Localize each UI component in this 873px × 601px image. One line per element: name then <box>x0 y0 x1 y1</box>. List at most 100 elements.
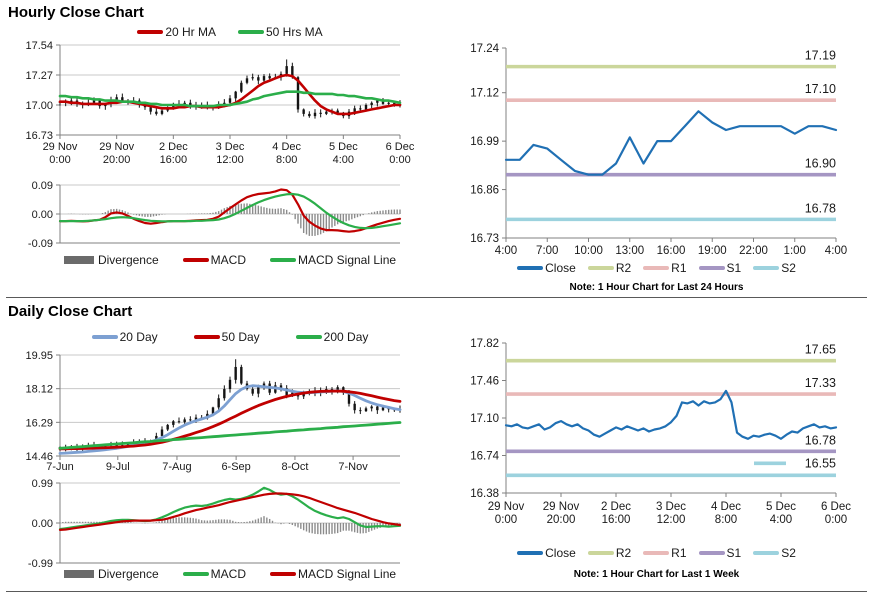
x-tick-label: 29 Nov <box>99 141 134 153</box>
s2-legend-marker <box>753 551 780 555</box>
x-tick-label: 19:00 <box>698 245 727 257</box>
s1-legend-label: S1 <box>726 261 742 275</box>
x-tick-label: 29 Nov <box>43 141 78 153</box>
200-day-legend-label: 200 Day <box>323 330 369 344</box>
macd-legend-marker <box>182 572 209 576</box>
s2-legend-marker <box>753 266 780 270</box>
legend-item-s2: S2 <box>753 546 796 560</box>
legend-item-s1: S1 <box>698 546 742 560</box>
x-tick-label: 6 Dec <box>821 501 851 513</box>
y-tick-label: 0.09 <box>32 180 53 192</box>
ma50-line <box>58 90 402 108</box>
legend-item-divergence: Divergence <box>63 567 159 581</box>
legend-item-20-hr-ma: 20 Hr MA <box>137 25 216 39</box>
x-tick-label: 12:00 <box>216 154 244 166</box>
x-tick-label: 7-Aug <box>162 461 191 473</box>
bottom-divider <box>6 591 867 592</box>
legend-item-200-day: 200 Day <box>295 330 369 344</box>
r2-level-label: 17.65 <box>805 343 836 357</box>
y-tick-label: 17.27 <box>25 70 53 82</box>
ma200-line <box>58 421 402 450</box>
weekly-pivot-legend: Close R2 R1 S1 S2 <box>440 546 873 560</box>
x-tick-label: 7-Nov <box>338 461 368 473</box>
x-tick-label: 16:00 <box>160 154 188 166</box>
x-tick-label: 6 Dec <box>386 141 415 153</box>
x-tick-label: 0:00 <box>825 514 847 526</box>
x-tick-label: 4:00 <box>825 245 847 257</box>
legend-item-s1: S1 <box>698 261 742 275</box>
y-tick-label: 16.74 <box>470 451 499 463</box>
legend-item-divergence: Divergence <box>63 253 159 267</box>
r1-legend-marker <box>643 551 670 555</box>
macd-legend-marker <box>182 258 209 262</box>
x-tick-label: 12:00 <box>657 514 686 526</box>
legend-item-r1: R1 <box>643 261 687 275</box>
hourly-pivot-legend: Close R2 R1 S1 S2 <box>440 261 873 275</box>
daily-macd-legend: Divergence MACD MACD Signal Line <box>60 567 400 581</box>
macd-signal-line-legend-marker <box>270 258 296 262</box>
ma50-line <box>58 389 402 451</box>
y-tick-label: 16.73 <box>470 233 499 245</box>
s1-legend-label: S1 <box>726 546 742 560</box>
macd-signal-line <box>58 192 402 230</box>
x-tick-label: 0:00 <box>495 514 517 526</box>
50-hrs-ma-legend-marker <box>238 30 264 34</box>
r2-level-label: 17.19 <box>805 49 836 63</box>
r1-level-label: 17.33 <box>805 376 836 390</box>
r2-legend-marker <box>587 551 614 555</box>
r2-legend-label: R2 <box>615 546 632 560</box>
divergence-legend-marker <box>63 256 94 264</box>
x-tick-label: 3 Dec <box>656 501 686 513</box>
hourly-macd-legend: Divergence MACD MACD Signal Line <box>60 253 400 267</box>
x-tick-label: 16:00 <box>602 514 631 526</box>
legend-item-r1: R1 <box>643 546 687 560</box>
x-tick-label: 8-Oct <box>281 461 308 473</box>
legend-item-macd: MACD <box>182 567 246 581</box>
legend-item-close: Close <box>517 546 576 560</box>
macd-signal-line-legend-label: MACD Signal Line <box>298 253 397 267</box>
legend-item-50-day: 50 Day <box>193 330 260 344</box>
200-day-legend-marker <box>295 335 322 339</box>
legend-item-macd-signal-line: MACD Signal Line <box>270 567 396 581</box>
s1-legend-marker <box>698 551 725 555</box>
legend-item-macd: MACD <box>182 253 246 267</box>
50-day-legend-label: 50 Day <box>221 330 260 344</box>
x-tick-label: 4 Dec <box>272 141 301 153</box>
y-tick-label: 16.73 <box>25 130 53 142</box>
x-tick-label: 4 Dec <box>711 501 741 513</box>
hourly-section-title: Hourly Close Chart <box>8 4 144 21</box>
y-tick-label: 17.24 <box>470 43 499 55</box>
x-tick-label: 0:00 <box>389 154 410 166</box>
ma20-line <box>58 73 402 116</box>
daily-macd-chart: 0.99 0.00 -0.99 <box>28 478 402 567</box>
legend-item-s2: S2 <box>753 261 796 275</box>
legend-item-r2: R2 <box>587 546 632 560</box>
x-tick-label: 10:00 <box>574 245 603 257</box>
y-tick-label: 0.00 <box>32 209 53 221</box>
macd-signal-line <box>58 492 402 531</box>
x-tick-label: 1:00 <box>784 245 806 257</box>
macd-line <box>58 188 402 233</box>
close-legend-label: Close <box>545 546 576 560</box>
x-tick-label: 4:00 <box>770 514 792 526</box>
x-tick-label: 5 Dec <box>766 501 796 513</box>
s2-level-label: 16.78 <box>805 201 836 215</box>
r1-legend-label: R1 <box>671 261 687 275</box>
y-tick-label: 14.46 <box>25 451 53 463</box>
divergence-legend-label: Divergence <box>97 567 159 581</box>
close-legend-marker <box>517 266 544 270</box>
x-tick-label: 29 Nov <box>488 501 525 513</box>
y-tick-label: 17.54 <box>25 40 53 52</box>
macd-legend-label: MACD <box>210 253 246 267</box>
y-tick-label: 17.12 <box>470 88 499 100</box>
macd-legend-label: MACD <box>210 567 246 581</box>
legend-item-50-hrs-ma: 50 Hrs MA <box>238 25 323 39</box>
x-tick-label: 4:00 <box>333 154 354 166</box>
x-tick-label: 8:00 <box>276 154 297 166</box>
close-line <box>504 389 838 440</box>
daily-section-title: Daily Close Chart <box>8 303 133 320</box>
x-tick-label: 29 Nov <box>543 501 580 513</box>
s1-level-label: 16.90 <box>805 157 836 171</box>
20-hr-ma-legend-label: 20 Hr MA <box>165 25 216 39</box>
